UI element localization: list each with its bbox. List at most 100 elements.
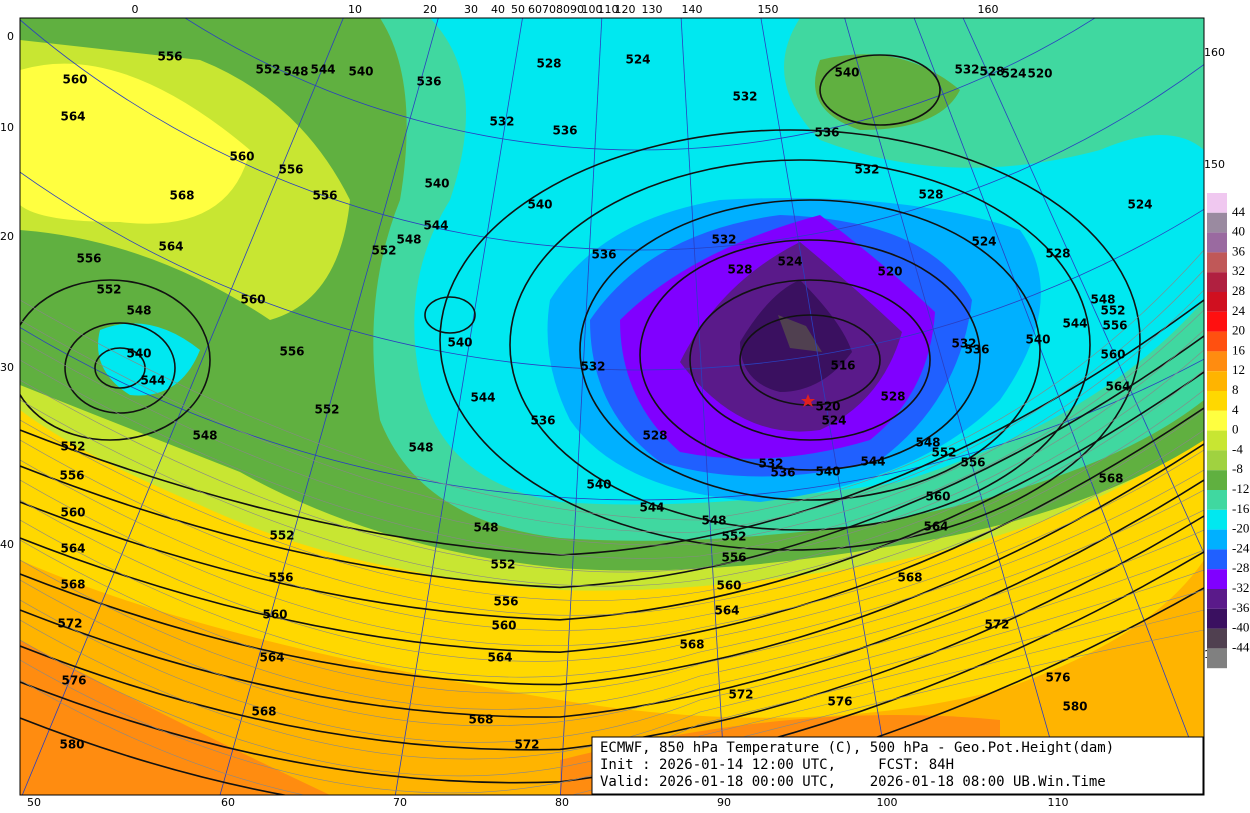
temperature-contour — [20, 369, 1204, 601]
contour-label: 580 — [1062, 700, 1087, 714]
contour-label: 552 — [1100, 304, 1125, 318]
contour-label: 544 — [639, 501, 664, 515]
contour-label: 556 — [59, 469, 84, 483]
top-label: 0 — [132, 3, 139, 16]
top-label: 70 — [542, 3, 556, 16]
top-label: 80 — [556, 3, 570, 16]
temperature-contour — [20, 349, 1204, 587]
meridian — [394, 18, 523, 795]
contour-label: 540 — [586, 478, 611, 492]
colorbar-swatch — [1207, 311, 1227, 332]
contour-label: 520 — [815, 400, 840, 414]
contour-label: 560 — [716, 579, 741, 593]
colorbar-label: 44 — [1232, 204, 1246, 219]
left-label: 10 — [0, 121, 14, 134]
contour-label: 572 — [57, 617, 82, 631]
info-line: Init : 2026-01-14 12:00 UTC, FCST: 84H — [600, 757, 954, 773]
contour-label: 532 — [954, 63, 979, 77]
height-contour — [20, 515, 1204, 751]
colorbar-label: -36 — [1232, 600, 1250, 615]
contour-label: 540 — [424, 177, 449, 191]
contour-label: 556 — [1102, 319, 1127, 333]
height-contour — [509, 159, 1091, 531]
temperature-area — [20, 63, 250, 224]
contour-label: 528 — [727, 263, 752, 277]
temperature-contour — [20, 569, 1204, 760]
contour-label: 564 — [1105, 380, 1130, 394]
height-contour — [689, 279, 931, 441]
contour-label: 564 — [487, 651, 512, 665]
parallel — [20, 19, 1204, 251]
height-contour — [819, 54, 941, 126]
top-label: 140 — [682, 3, 703, 16]
height-contour — [20, 443, 1204, 686]
contour-label: 536 — [814, 126, 839, 140]
bottom-label: 80 — [555, 796, 569, 809]
contour-label: 536 — [552, 124, 577, 138]
colorbar-swatch — [1207, 351, 1227, 372]
colorbar-label: -24 — [1232, 540, 1250, 555]
contour-label: 528 — [918, 188, 943, 202]
contour-label: 540 — [126, 347, 151, 361]
contour-label: 556 — [157, 50, 182, 64]
contour-label: 568 — [60, 578, 85, 592]
bottom-label: 60 — [221, 796, 235, 809]
contour-label: 528 — [880, 390, 905, 404]
top-label: 110 — [598, 3, 619, 16]
meridian — [962, 18, 1204, 555]
top-label: 40 — [491, 3, 505, 16]
colorbar-swatch — [1207, 331, 1227, 352]
contour-label: 560 — [262, 608, 287, 622]
contour-label: 564 — [259, 651, 284, 665]
contour-label: 532 — [854, 163, 879, 177]
contour-label: 536 — [964, 343, 989, 357]
bottom-label: 100 — [877, 796, 898, 809]
colorbar-swatch — [1207, 529, 1227, 550]
colorbar-label: 4 — [1232, 402, 1239, 417]
contour-label: 552 — [255, 63, 280, 77]
contour-label: 520 — [877, 265, 902, 279]
contour-label: 536 — [530, 414, 555, 428]
colorbar-swatch — [1207, 430, 1227, 451]
location-marker — [801, 394, 815, 407]
height-contour — [20, 479, 1204, 718]
height-contour — [20, 299, 1204, 556]
temperature-contour — [20, 269, 1204, 533]
colorbar-swatch — [1207, 509, 1227, 530]
left-label: 20 — [0, 230, 14, 243]
meridian — [760, 18, 893, 795]
top-label: 150 — [758, 3, 779, 16]
colorbar-label: 24 — [1232, 303, 1246, 318]
contour-label: 548 — [192, 429, 217, 443]
right-label: 150 — [1204, 158, 1225, 171]
contour-label: 552 — [931, 446, 956, 460]
contour-label: 544 — [1062, 317, 1087, 331]
temperature-contour — [20, 509, 1204, 710]
colorbar-label: -4 — [1232, 441, 1243, 456]
contour-label: 520 — [1027, 67, 1052, 81]
contour-label: 536 — [770, 466, 795, 480]
temperature-contour — [20, 389, 1204, 616]
temperature-contour — [20, 489, 1204, 694]
contour-label: 548 — [126, 304, 151, 318]
temperature-area — [815, 54, 960, 130]
contour-label: 532 — [580, 360, 605, 374]
contour-label: 564 — [60, 542, 85, 556]
colorbar-swatch — [1207, 470, 1227, 490]
height-contour — [20, 371, 1204, 621]
colorbar-label: -8 — [1232, 461, 1243, 476]
left-label: 0 — [7, 30, 14, 43]
colorbar-label: 32 — [1232, 263, 1245, 278]
colorbar-swatch — [1207, 410, 1227, 431]
contour-label: 548 — [283, 65, 308, 79]
colorbar-swatch — [1207, 212, 1227, 233]
temperature-contour — [20, 529, 1204, 726]
top-label: 60 — [528, 3, 542, 16]
meridian — [913, 18, 1204, 779]
meridian — [844, 18, 1067, 795]
contour-label: 556 — [268, 571, 293, 585]
top-label: 30 — [464, 3, 478, 16]
